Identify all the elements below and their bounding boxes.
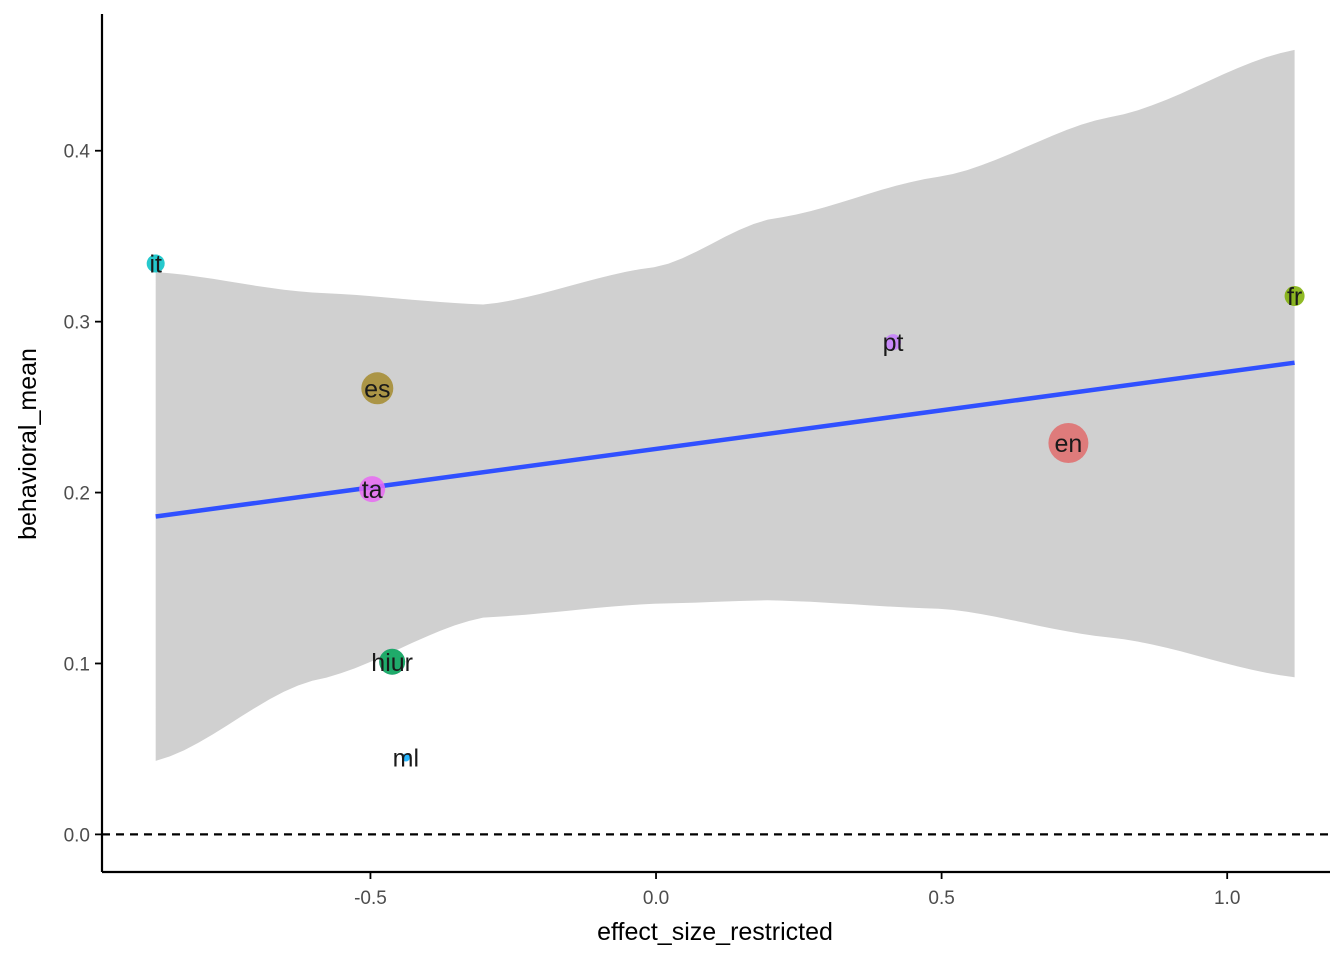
point-es [361, 372, 394, 405]
point-ml [401, 753, 410, 762]
axes-layer: -0.5 0.0 0.5 1.0 0.0 0.1 0.2 0.3 0.4 [64, 14, 1330, 909]
y-tick-label: 0.3 [64, 313, 90, 334]
point-fr [1284, 286, 1305, 307]
point-ur [379, 648, 406, 675]
point-en [1048, 423, 1089, 463]
x-tick-label: 1.0 [1214, 888, 1240, 909]
point-pt [885, 334, 902, 351]
y-axis-title: behavioral_mean [14, 348, 42, 540]
regression-line [155, 360, 1295, 519]
y-tick-label: 0.4 [64, 142, 91, 163]
x-axis-title: effect_size_restricted [597, 918, 833, 946]
point-it [146, 254, 165, 273]
x-tick-label: -0.5 [354, 888, 387, 909]
x-tick-label: 0.0 [643, 888, 669, 909]
point-label-en: en [1055, 430, 1083, 458]
y-tick-label: 0.1 [64, 654, 90, 675]
point-ta [359, 476, 386, 503]
x-tick-label: 0.5 [928, 888, 954, 909]
point-label-fr: fr [1287, 283, 1302, 311]
point-label-ml: ml [393, 744, 419, 772]
confidence-band-layer [155, 49, 1295, 761]
point-label-hi-ur: hiur [371, 649, 413, 677]
y-tick-label: 0.0 [64, 825, 90, 846]
points-layer [146, 254, 1305, 762]
point-label-es: es [364, 375, 390, 403]
fit-line-layer [155, 360, 1295, 519]
point-labels-layer: it es ta hiur ml pt en fr [149, 251, 1302, 773]
point-label-ta: ta [362, 476, 383, 504]
point-label-it: it [149, 251, 162, 279]
y-tick-label: 0.2 [64, 484, 90, 505]
confidence-band [155, 49, 1295, 761]
point-label-pt: pt [883, 329, 904, 357]
